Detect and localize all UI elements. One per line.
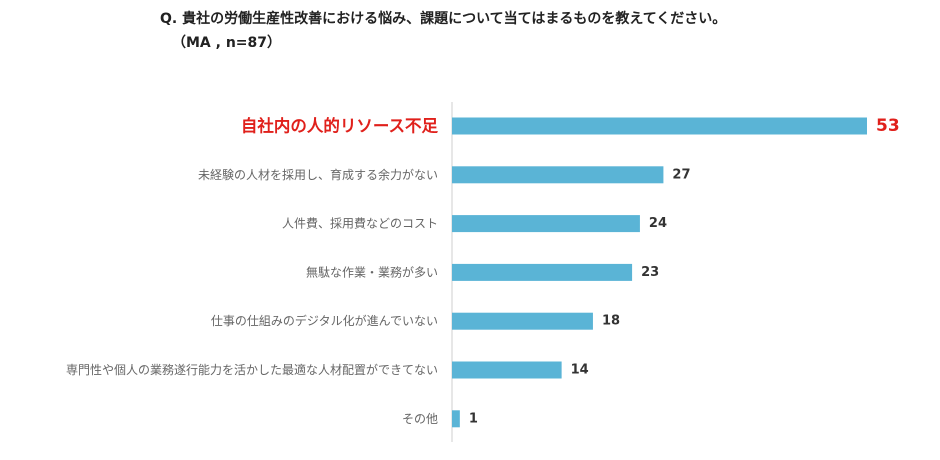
value-label-6: 1: [469, 411, 478, 426]
bar-5: [452, 361, 562, 379]
chart-subtitle: （MA , n=87）: [172, 35, 282, 51]
category-label-4: 仕事の仕組みのデジタル化が進んでいない: [211, 313, 438, 328]
category-label-6: その他: [402, 412, 438, 426]
category-label-0: 自社内の人的リソース不足: [241, 116, 439, 136]
value-label-0: 53: [876, 116, 900, 136]
category-label-2: 人件費、採用費などのコスト: [282, 216, 438, 231]
category-label-5: 専門性や個人の業務遂行能力を活かした最適な人材配置ができてない: [66, 362, 438, 377]
value-label-3: 23: [641, 265, 659, 280]
category-label-1: 未経験の人材を採用し、育成する余力がない: [198, 167, 438, 182]
bar-3: [452, 263, 633, 281]
bar-0: [452, 117, 867, 135]
value-label-1: 27: [672, 167, 690, 182]
bar-1: [452, 166, 664, 184]
bar-6: [452, 410, 460, 428]
value-label-5: 14: [571, 363, 589, 378]
bar-2: [452, 215, 640, 233]
bar-4: [452, 312, 593, 330]
value-label-2: 24: [649, 216, 667, 231]
chart-title: Q. 貴社の労働生産性改善における悩み、課題について当てはまるものを教えてくださ…: [160, 11, 727, 27]
category-label-3: 無駄な作業・業務が多い: [306, 264, 438, 279]
value-label-4: 18: [602, 314, 620, 329]
